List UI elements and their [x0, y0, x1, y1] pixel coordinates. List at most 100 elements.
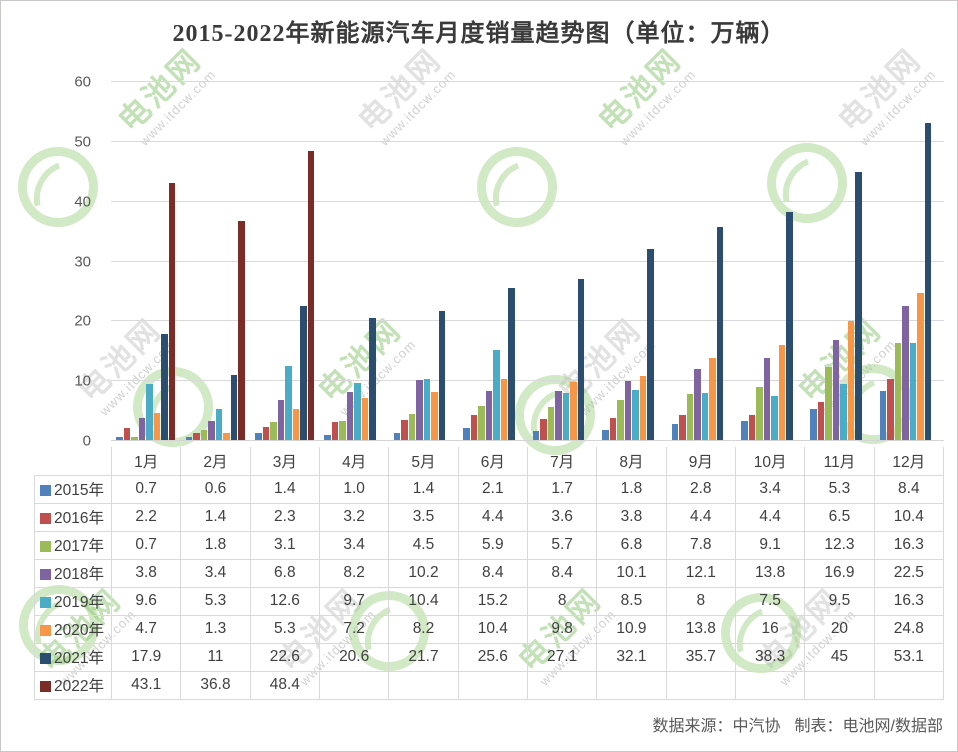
- value-cell: 6.5: [804, 502, 875, 532]
- year-label: 2021年: [54, 650, 104, 667]
- value-cell: 1.4: [388, 474, 459, 504]
- bar-2021年-2月: [230, 375, 238, 441]
- value-cell: 9.5: [804, 586, 875, 616]
- bar-2017年-7月: [547, 406, 555, 441]
- chart-title: 2015-2022年新能源汽车月度销量趋势图（单位：万辆）: [172, 21, 786, 47]
- value-cell: 10.9: [596, 614, 667, 644]
- bar-group-2月: [180, 82, 249, 441]
- value-cell: 10.4: [388, 586, 459, 616]
- month-header: 11月: [804, 447, 875, 476]
- legend-swatch: [40, 513, 51, 524]
- gridline: [111, 200, 944, 202]
- legend-swatch: [40, 653, 51, 664]
- value-cell: 7.2: [318, 614, 390, 644]
- value-cell: 38.3: [734, 642, 806, 672]
- year-label: 2016年: [54, 510, 104, 527]
- y-tick-label: 60: [74, 73, 91, 91]
- bar-2018年-10月: [763, 358, 770, 441]
- value-cell: 36.8: [180, 670, 251, 700]
- value-cell: 1.7: [526, 474, 598, 504]
- year-label: 2018年: [54, 566, 104, 583]
- bar-group-4月: [319, 82, 388, 441]
- value-cell: 10.2: [388, 558, 459, 588]
- value-cell: 3.8: [596, 502, 667, 532]
- bar-2021年-10月: [786, 211, 793, 441]
- bar-2019年-4月: [354, 382, 361, 441]
- bar-2015年-8月: [602, 430, 609, 441]
- legend-swatch: [40, 625, 51, 636]
- value-cell: 8.4: [457, 558, 528, 588]
- value-cell: 3.8: [110, 558, 182, 588]
- value-cell: 2.3: [249, 502, 320, 532]
- value-cell: 9.6: [110, 586, 182, 616]
- table-row-2015年: 2015年 0.7 0.6 1.4 1.0 1.4 2.1 1.7 1.8 2.8 3.4 5.3 8.…: [34, 474, 945, 504]
- value-cell: 16.3: [873, 586, 945, 616]
- bar-group-3月: [250, 82, 319, 441]
- year-label-cell: 2020年: [34, 614, 112, 644]
- gridline: [111, 260, 944, 262]
- year-label: 2017年: [54, 538, 104, 555]
- value-cell: 43.1: [110, 670, 182, 700]
- value-cell: [734, 670, 806, 700]
- table-row-2017年: 2017年 0.7 1.8 3.1 3.4 4.5 5.9 5.7 6.8 7.8 9.1 12.3 1…: [34, 530, 945, 560]
- value-cell: [388, 670, 459, 700]
- value-cell: 10.4: [457, 614, 528, 644]
- bar-2017年-11月: [825, 367, 832, 441]
- bar-2018年-8月: [624, 380, 632, 441]
- bar-2020年-10月: [778, 345, 785, 441]
- value-cell: [804, 670, 875, 700]
- bar-2018年-4月: [346, 391, 354, 441]
- value-cell: 15.2: [457, 586, 528, 616]
- value-cell: 11: [180, 642, 251, 672]
- value-cell: 4.7: [110, 614, 182, 644]
- month-header: 6月: [457, 447, 528, 476]
- bar-2018年-6月: [485, 390, 493, 441]
- value-cell: 12.6: [249, 586, 320, 616]
- bar-2020年-7月: [570, 382, 577, 441]
- bar-2021年-8月: [647, 248, 654, 441]
- value-cell: 16: [734, 614, 806, 644]
- bar-2021年-12月: [924, 123, 932, 441]
- value-cell: 3.4: [318, 530, 390, 560]
- table-row-2016年: 2016年 2.2 1.4 2.3 3.2 3.5 4.4 3.6 3.8 4.4 4.4 6.5 10…: [34, 502, 945, 532]
- y-axis: 0 10 20 30 40 50 60: [51, 74, 101, 450]
- month-header: 2月: [180, 447, 251, 476]
- bar-2017年-8月: [617, 400, 624, 441]
- value-cell: 22.5: [873, 558, 945, 588]
- value-cell: 12.3: [804, 530, 875, 560]
- value-cell: [665, 670, 736, 700]
- value-cell: 3.1: [249, 530, 320, 560]
- month-header: 4月: [318, 447, 390, 476]
- value-cell: 3.5: [388, 502, 459, 532]
- value-cell: 27.1: [526, 642, 598, 672]
- value-cell: 20: [804, 614, 875, 644]
- source-note: 数据来源：中汽协 制表：电池网/数据部: [653, 712, 943, 736]
- value-cell: 8.4: [526, 558, 598, 588]
- bar-group-7月: [528, 82, 597, 441]
- data-table: 1月 2月 3月 4月 5月 6月 7月 8月 9月 10月 11月 12月 2015年 0.7 0.6 1.…: [34, 447, 945, 700]
- bar-2021年-5月: [438, 311, 446, 441]
- value-cell: 2.1: [457, 474, 528, 504]
- bar-2015年-6月: [463, 428, 470, 441]
- bar-2019年-11月: [840, 384, 847, 441]
- value-cell: 5.3: [804, 474, 875, 504]
- value-cell: 45: [804, 642, 875, 672]
- bar-2017年-10月: [756, 386, 763, 441]
- value-cell: 2.8: [665, 474, 736, 504]
- bar-2020年-3月: [292, 409, 300, 441]
- bar-2022年-1月: [168, 183, 176, 441]
- bar-2021年-6月: [508, 287, 515, 441]
- month-header: 5月: [388, 447, 459, 476]
- bar-2016年-10月: [748, 414, 755, 441]
- value-cell: 1.8: [180, 530, 251, 560]
- value-cell: 48.4: [249, 670, 320, 700]
- gridline: [111, 81, 944, 82]
- table-row-2022年: 2022年 43.1 36.8 48.4: [34, 670, 945, 700]
- bar-group-10月: [736, 82, 805, 441]
- bar-2020年-2月: [223, 433, 230, 441]
- value-cell: 1.0: [318, 474, 390, 504]
- value-cell: 32.1: [596, 642, 667, 672]
- bar-2016年-4月: [331, 421, 339, 441]
- value-cell: 8.2: [318, 558, 390, 588]
- bar-2017年-12月: [894, 343, 902, 441]
